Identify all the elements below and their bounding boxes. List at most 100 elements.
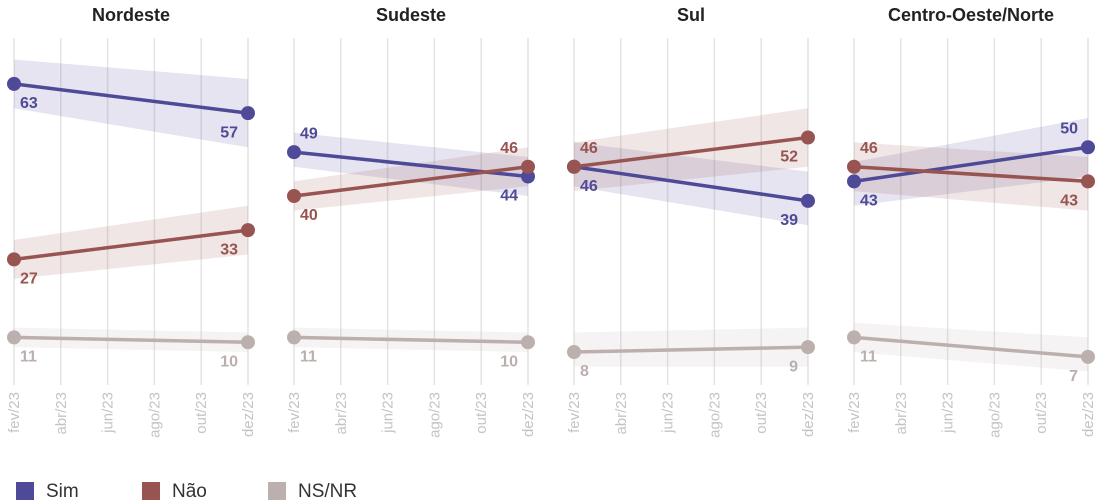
x-tick-label: dez/23 (1080, 392, 1097, 437)
point (287, 189, 301, 203)
value-label: 39 (780, 212, 798, 229)
value-label: 44 (500, 188, 518, 205)
confidence-band (854, 118, 1088, 206)
x-tick-label: jun/23 (100, 392, 117, 434)
point (801, 130, 815, 145)
value-label: 8 (580, 363, 589, 380)
point (567, 159, 581, 174)
point (241, 223, 255, 238)
value-label: 9 (789, 358, 798, 375)
value-label: 27 (20, 271, 38, 288)
point (521, 335, 535, 350)
x-tick-label: dez/23 (240, 392, 257, 437)
point (7, 76, 21, 91)
line (853, 165, 1089, 184)
point (241, 335, 255, 350)
legend-swatch (142, 482, 160, 500)
value-label: 43 (1060, 193, 1078, 210)
point (1081, 174, 1095, 189)
value-label: 11 (20, 349, 37, 366)
panel-title: Sul (677, 5, 705, 25)
x-tick-label: abr/23 (53, 392, 70, 435)
legend-swatch (16, 482, 34, 500)
point (801, 340, 815, 355)
x-tick-label: dez/23 (520, 392, 537, 437)
point (801, 193, 815, 208)
point (7, 330, 21, 345)
legend-label: NS/NR (298, 481, 357, 502)
x-tick-label: out/23 (473, 392, 490, 434)
line (13, 228, 249, 262)
point (847, 330, 861, 345)
line (853, 145, 1089, 184)
line (13, 82, 249, 115)
value-label: 33 (220, 241, 238, 258)
confidence-band (294, 147, 528, 211)
confidence-band (854, 142, 1088, 211)
x-tick-label: jun/23 (940, 392, 957, 434)
x-tick-label: out/23 (753, 392, 770, 434)
line (573, 135, 809, 169)
value-label: 40 (300, 207, 318, 224)
x-tick-label: ago/23 (426, 392, 443, 438)
x-tick-label: abr/23 (893, 392, 910, 435)
value-label: 10 (500, 353, 518, 370)
legend-label: Não (172, 481, 207, 502)
value-label: 46 (580, 178, 598, 195)
line (573, 165, 809, 203)
point (7, 252, 21, 267)
x-tick-label: fev/23 (846, 392, 863, 433)
point (1081, 349, 1095, 364)
point (847, 159, 861, 174)
value-label: 57 (220, 124, 238, 141)
panel-title: Centro-Oeste/Norte (888, 5, 1054, 25)
x-tick-label: out/23 (193, 392, 210, 434)
line (13, 335, 249, 344)
line (293, 165, 529, 198)
x-tick-label: abr/23 (613, 392, 630, 435)
value-label: 7 (1069, 368, 1078, 385)
panel-title: Sudeste (376, 5, 446, 25)
value-label: 11 (860, 349, 877, 366)
x-tick-label: fev/23 (286, 392, 303, 433)
value-label: 52 (780, 149, 798, 166)
confidence-band (14, 59, 248, 148)
value-label: 46 (580, 140, 598, 157)
confidence-band (574, 327, 808, 367)
value-label: 63 (20, 95, 38, 112)
confidence-band (574, 108, 808, 192)
value-label: 10 (220, 353, 238, 370)
point (241, 106, 255, 121)
point (521, 169, 535, 184)
point (1081, 140, 1095, 155)
x-tick-label: fev/23 (6, 392, 23, 433)
point (567, 345, 581, 359)
value-label: 46 (500, 140, 518, 157)
line (573, 345, 809, 354)
legend-label: Sim (46, 481, 79, 502)
line (293, 335, 529, 344)
panel-title: Nordeste (92, 5, 170, 25)
x-tick-label: jun/23 (660, 392, 677, 434)
value-label: 43 (860, 193, 878, 210)
x-tick-label: out/23 (1033, 392, 1050, 434)
point (521, 159, 535, 174)
value-label: 11 (300, 349, 317, 366)
legend-swatch (268, 482, 286, 500)
x-tick-label: ago/23 (146, 392, 163, 438)
value-label: 46 (860, 140, 878, 157)
x-tick-label: jun/23 (380, 392, 397, 434)
point (287, 145, 301, 160)
x-tick-label: fev/23 (566, 392, 583, 433)
line (853, 335, 1089, 359)
x-tick-label: abr/23 (333, 392, 350, 435)
value-label: 50 (1060, 120, 1078, 137)
confidence-band (14, 205, 248, 279)
point (287, 330, 301, 345)
value-label: 49 (300, 125, 318, 142)
x-tick-label: dez/23 (800, 392, 817, 437)
point (847, 174, 861, 189)
x-tick-label: ago/23 (706, 392, 723, 438)
x-tick-label: ago/23 (986, 392, 1003, 438)
